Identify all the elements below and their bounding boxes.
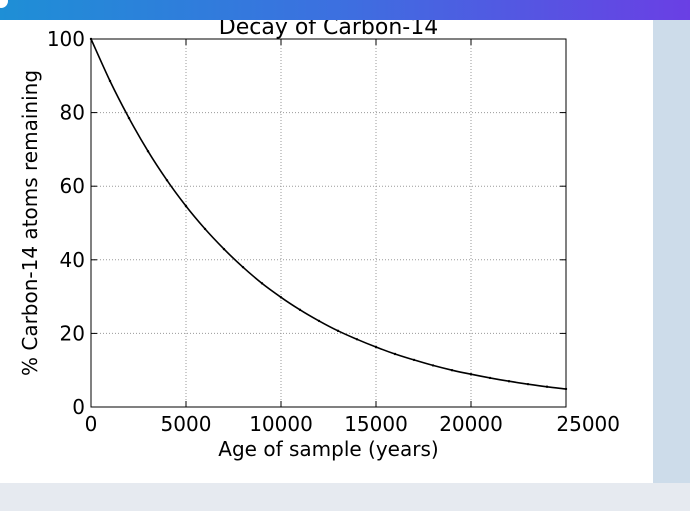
data-point (298, 308, 302, 312)
data-point (545, 385, 549, 388)
data-point (336, 329, 340, 333)
y-tick-label: 40 (60, 248, 85, 272)
data-point (127, 116, 131, 120)
y-tick-label: 60 (60, 174, 85, 198)
side-panel (653, 20, 690, 483)
y-tick-label: 0 (72, 395, 85, 419)
top-gradient-band (0, 0, 690, 20)
data-point (469, 373, 473, 376)
x-tick-label: 25000 (556, 412, 620, 436)
x-tick-label: 15000 (344, 412, 408, 436)
data-point (146, 150, 150, 153)
data-point (431, 364, 435, 367)
grid (90, 38, 567, 408)
x-tick-label: 10000 (249, 412, 313, 436)
data-point (222, 247, 226, 251)
data-point (279, 296, 283, 299)
data-point (507, 380, 511, 383)
y-axis-label: % Carbon-14 atoms remaining (18, 70, 42, 376)
y-tick-label: 100 (47, 27, 85, 51)
x-tick-label: 5000 (161, 412, 212, 436)
x-tick-label: 20000 (439, 412, 503, 436)
chart-title: Decay of Carbon-14 (219, 20, 438, 40)
data-point (317, 319, 321, 323)
data-point (260, 282, 264, 285)
y-tick-label: 80 (60, 101, 85, 125)
data-point (241, 265, 245, 269)
data-point (355, 338, 359, 341)
x-tick-label: 0 (85, 412, 98, 436)
y-tick-label: 20 (60, 321, 85, 345)
ticks: 0 5000 10000 15000 20000 25000 0 20 40 60 80 100 (47, 27, 620, 436)
series-line (90, 38, 567, 390)
data-point (412, 358, 416, 362)
data-point (165, 179, 169, 182)
data-point (488, 376, 492, 380)
bottom-band (0, 483, 690, 511)
corner-dot (0, 0, 8, 8)
chart: 0 5000 10000 15000 20000 25000 0 20 40 60 80 100 De… (18, 20, 620, 461)
x-axis-label: Age of sample (years) (218, 437, 438, 461)
data-point (184, 204, 188, 208)
axes-frame (90, 38, 567, 408)
data-point (393, 352, 397, 356)
data-point (374, 345, 378, 349)
plot-card: 0 5000 10000 15000 20000 25000 0 20 40 60 80 100 De… (0, 20, 653, 483)
data-point (108, 79, 112, 83)
data-point (564, 387, 568, 391)
data-point (450, 369, 454, 372)
data-point (526, 382, 530, 386)
data-point (89, 37, 93, 41)
data-point (203, 227, 207, 231)
